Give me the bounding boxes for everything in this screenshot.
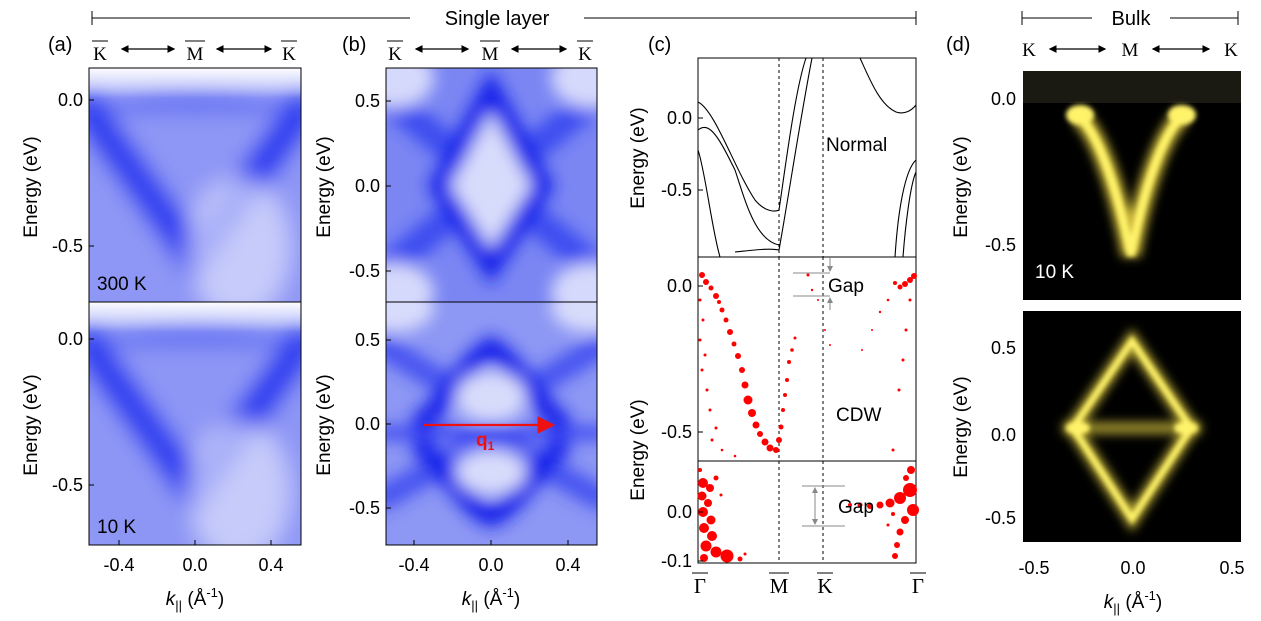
panel-b-k-path: K M K bbox=[387, 40, 593, 65]
m-point: M bbox=[770, 574, 789, 598]
arpes-image-10k: 10 K bbox=[89, 302, 301, 545]
k-point: K bbox=[1022, 40, 1036, 61]
y-axis-label: Energy (eV) bbox=[21, 374, 42, 475]
arpes-image-b-bottom bbox=[386, 302, 597, 545]
temperature-label: 10 K bbox=[1035, 262, 1074, 283]
normal-band-plot: Normal 0.0 -0.5 bbox=[661, 57, 917, 258]
m-bar-point: M bbox=[187, 44, 204, 65]
y-tick-label: 0.5 bbox=[355, 330, 380, 350]
x-tick-label: -0.5 bbox=[1018, 558, 1049, 578]
bulk-title: Bulk bbox=[1112, 8, 1152, 30]
y-tick-label: -0.5 bbox=[52, 475, 83, 495]
y-tick-label: 0.0 bbox=[667, 502, 692, 522]
arpes-image-b-top bbox=[386, 68, 597, 302]
y-axis-label: Energy (eV) bbox=[21, 136, 42, 237]
gamma-point: Γ bbox=[694, 574, 706, 598]
arpes-image-300k: 300 K bbox=[89, 68, 301, 302]
panel-a-k-path: K M K bbox=[92, 40, 297, 65]
zoom-spectral-weight bbox=[697, 466, 919, 563]
y-tick-label: 0.0 bbox=[355, 414, 380, 434]
x-tick-label: 0.0 bbox=[1120, 558, 1145, 578]
x-tick-label: 0.4 bbox=[555, 555, 580, 575]
gap-label: Gap bbox=[838, 497, 874, 518]
bulk-image-bottom bbox=[1023, 311, 1241, 542]
bulk-bracket: Bulk bbox=[1021, 8, 1239, 30]
y-tick-label: -0.5 bbox=[661, 422, 692, 442]
cdw-band-plot: Gap CDW 0.0 -0.5 bbox=[661, 256, 917, 462]
y-axis-label: Energy (eV) bbox=[628, 399, 649, 500]
y-tick-label: -0.5 bbox=[349, 498, 380, 518]
y-tick-label: 0.5 bbox=[355, 91, 380, 111]
single-layer-bracket: Single layer bbox=[91, 8, 917, 30]
y-tick-label: 0.0 bbox=[991, 89, 1016, 109]
y-tick-label: 0.0 bbox=[58, 90, 83, 110]
gap-label: Gap bbox=[828, 276, 864, 297]
x-tick-label: 0.4 bbox=[258, 555, 283, 575]
q1-label: q1 bbox=[476, 430, 495, 453]
y-axis-label: Energy (eV) bbox=[314, 374, 335, 475]
m-bar-point: M bbox=[482, 44, 499, 65]
y-tick-label: 0.0 bbox=[667, 108, 692, 128]
y-axis-label: Energy (eV) bbox=[314, 136, 335, 237]
temperature-label: 300 K bbox=[97, 274, 147, 295]
x-axis-label: k|| (Å-1) bbox=[462, 585, 520, 613]
y-tick-label: 0.0 bbox=[667, 276, 692, 296]
temperature-label: 10 K bbox=[97, 517, 136, 538]
k-bar-point: K bbox=[93, 44, 107, 65]
y-tick-label: -0.5 bbox=[52, 236, 83, 256]
x-axis-label: k|| (Å-1) bbox=[166, 585, 224, 613]
y-tick-label: -0.5 bbox=[661, 180, 692, 200]
k-bar-point: K bbox=[578, 44, 592, 65]
panel-c: (c) Normal 0.0 -0.5 bbox=[628, 34, 926, 598]
panel-a-label: (a) bbox=[48, 34, 72, 56]
x-tick-label: -0.4 bbox=[103, 555, 134, 575]
single-layer-title: Single layer bbox=[445, 8, 550, 30]
y-tick-label: 0.0 bbox=[58, 329, 83, 349]
k-point: K bbox=[817, 574, 832, 598]
y-tick-label: 0.0 bbox=[991, 425, 1016, 445]
y-axis-label: Energy (eV) bbox=[951, 136, 972, 237]
panel-b: (b) K M K bbox=[314, 34, 598, 613]
panel-d: (d) K M K 10 K bbox=[946, 34, 1245, 616]
normal-label: Normal bbox=[826, 135, 887, 156]
x-tick-label: -0.4 bbox=[398, 555, 429, 575]
panel-a: (a) K M K 300 K bbox=[21, 34, 302, 613]
panel-b-label: (b) bbox=[342, 34, 366, 56]
y-tick-label: -0.5 bbox=[985, 508, 1016, 528]
q1-arrow: q1 bbox=[424, 416, 556, 453]
x-tick-label: 0.0 bbox=[182, 555, 207, 575]
x-tick-label: 0.0 bbox=[478, 555, 503, 575]
y-tick-label: -0.5 bbox=[985, 235, 1016, 255]
x-axis-label: k|| (Å-1) bbox=[1104, 588, 1162, 616]
cdw-spectral-weight bbox=[698, 272, 917, 458]
gamma-point: Γ bbox=[912, 574, 924, 598]
y-tick-label: -0.1 bbox=[661, 551, 692, 571]
k-point: K bbox=[1224, 40, 1238, 61]
gap-zoom-plot: Gap 0.0 -0.1 bbox=[661, 460, 919, 571]
y-axis-label: Energy (eV) bbox=[951, 376, 972, 477]
high-symmetry-points: Γ M K Γ bbox=[692, 572, 926, 598]
cdw-label: CDW bbox=[836, 405, 881, 426]
panel-d-label: (d) bbox=[946, 34, 970, 56]
panel-c-label: (c) bbox=[648, 34, 671, 56]
k-bar-point: K bbox=[282, 44, 296, 65]
x-tick-label: 0.5 bbox=[1219, 558, 1244, 578]
m-point: M bbox=[1122, 40, 1139, 61]
bulk-image-top: 10 K bbox=[1023, 71, 1241, 300]
k-bar-point: K bbox=[388, 44, 402, 65]
y-tick-label: 0.5 bbox=[991, 338, 1016, 358]
y-tick-label: -0.5 bbox=[349, 261, 380, 281]
y-axis-label: Energy (eV) bbox=[628, 107, 649, 208]
y-tick-label: 0.0 bbox=[355, 176, 380, 196]
panel-d-k-path: K M K bbox=[1022, 40, 1238, 61]
